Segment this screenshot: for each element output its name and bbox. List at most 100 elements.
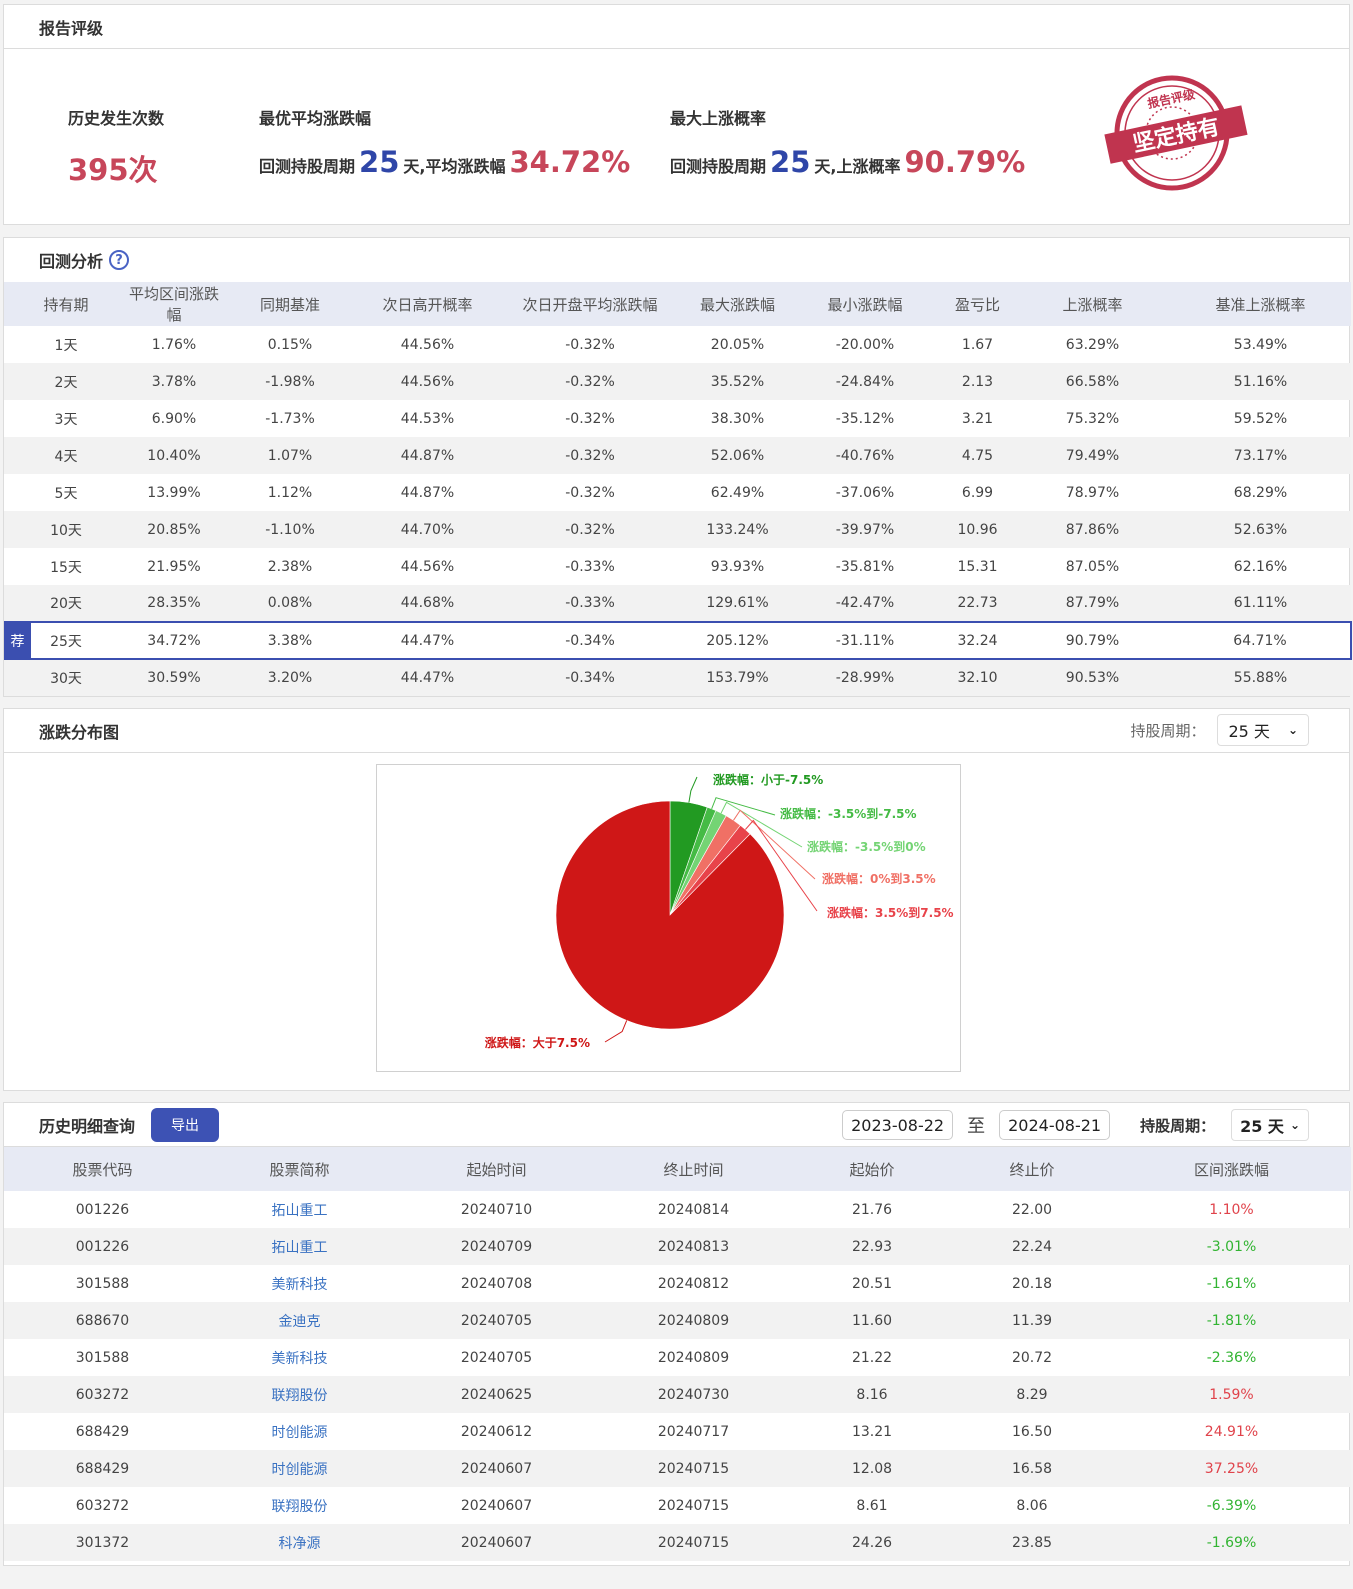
table-cell: 90.53% — [1015, 659, 1170, 696]
backtest-table-wrap: 持有期 平均区间涨跌幅 同期基准 次日高开概率 次日开盘平均涨跌幅 最大涨跌幅 最小涨跌幅盈… — [4, 282, 1352, 696]
table-row: 688429 时创能源 20240612 20240717 13.21 16.50 24.9… — [4, 1413, 1351, 1450]
table-cell: 44.56% — [360, 363, 495, 400]
table-cell: -0.32% — [565, 336, 615, 353]
backtest-title: 回测分析 — [39, 252, 104, 271]
table-cell: 001226 — [4, 1228, 201, 1265]
table-cell: -28.99% — [790, 659, 940, 696]
period-select-value: 25 天 — [1240, 1117, 1284, 1136]
chevron-down-icon: ⌄ — [1289, 1118, 1300, 1132]
table-cell: 10天 — [4, 511, 128, 548]
label-leader-line — [604, 1020, 628, 1043]
table-cell: -0.34% — [495, 621, 685, 660]
table-cell: 20240607 — [398, 1450, 595, 1487]
table-cell: 30天 — [4, 659, 128, 696]
table-cell: 22.24 — [952, 1228, 1112, 1265]
table-cell: 51.16% — [1170, 363, 1351, 400]
table-cell: 20.18 — [1011, 1275, 1053, 1292]
table-cell: 11.39 — [952, 1302, 1112, 1339]
start-date-input[interactable]: 2023-08-22 — [842, 1110, 954, 1140]
table-cell: 3.20% — [220, 659, 360, 696]
pie-label: 涨跌幅：-3.5%到-7.5% — [780, 806, 917, 821]
table-cell: 20240607 — [398, 1524, 595, 1561]
table-row: 301372 科净源 20240607 20240715 24.26 23.85 -1.69… — [4, 1524, 1351, 1561]
stock-name-link[interactable]: 联翔股份 — [201, 1376, 398, 1413]
change-cell: 1.10% — [1209, 1201, 1254, 1218]
history-title: 历史明细查询 — [39, 1116, 136, 1136]
table-cell: 688429 — [4, 1450, 201, 1487]
period-select-value: 25 天 — [1228, 722, 1270, 741]
table-cell: 20240708 — [460, 1275, 533, 1292]
table-cell: 62.16% — [1233, 558, 1288, 575]
column-header: 上涨概率 — [1015, 282, 1170, 326]
table-cell: 16.58 — [952, 1450, 1112, 1487]
table-cell: 44.87% — [400, 484, 455, 501]
change-cell: -2.36% — [1206, 1349, 1257, 1366]
table-cell: 0.08% — [220, 585, 360, 622]
table-cell: 603272 — [75, 1497, 130, 1514]
history-period-select[interactable]: 25 天 ⌄ — [1231, 1109, 1309, 1141]
table-cell: 13.99% — [147, 484, 201, 501]
table-cell: 28.35% — [128, 585, 220, 622]
table-row: 688429 时创能源 20240607 20240715 12.08 16.58 37.2… — [4, 1450, 1351, 1487]
panel-title: 历史明细查询 导出 2023-08-22 至 2024-08-21 持股周期： … — [4, 1103, 1349, 1147]
stock-name-link[interactable]: 拓山重工 — [271, 1202, 328, 1219]
table-cell: 301588 — [75, 1275, 130, 1292]
chevron-down-icon: ⌄ — [1287, 723, 1298, 737]
stock-name-link[interactable]: 美新科技 — [271, 1276, 328, 1293]
stock-name-link[interactable]: 美新科技 — [271, 1350, 328, 1367]
max-up-label: 最大上涨概率 — [670, 109, 767, 128]
table-cell: 8.16 — [792, 1376, 952, 1413]
period-selector-wrap: 持股周期： 25 天 ⌄ — [1130, 714, 1309, 746]
stock-name-link[interactable]: 时创能源 — [201, 1450, 398, 1487]
stock-name-link[interactable]: 联翔股份 — [271, 1498, 328, 1515]
end-date-input[interactable]: 2024-08-21 — [999, 1110, 1111, 1140]
stock-name-link[interactable]: 金迪克 — [201, 1302, 398, 1339]
period-label: 持股周期： — [1130, 721, 1206, 740]
table-cell: 20240730 — [595, 1376, 792, 1413]
table-cell: 20240715 — [595, 1524, 792, 1561]
table-cell: 87.86% — [1015, 511, 1170, 548]
table-cell: 93.93% — [710, 558, 765, 575]
table-header-row: 持有期 平均区间涨跌幅 同期基准 次日高开概率 次日开盘平均涨跌幅 最大涨跌幅 最小涨跌幅盈… — [4, 282, 1351, 326]
stock-name-link[interactable]: 拓山重工 — [201, 1228, 398, 1265]
table-cell: 3.21 — [961, 410, 994, 427]
table-cell: 603272 — [4, 1376, 201, 1413]
table-cell: -0.34% — [495, 659, 685, 696]
table-header-row: 股票代码 股票简称 起始时间 终止时间 起始价 终止价 区间涨跌幅 — [4, 1147, 1351, 1191]
question-circle-icon[interactable]: ? — [109, 250, 130, 270]
table-cell: 44.53% — [400, 410, 455, 427]
table-cell: 44.87% — [360, 437, 495, 474]
table-cell: 2.13 — [940, 363, 1015, 400]
table-cell: 20240709 — [398, 1228, 595, 1265]
table-row: 4天 10.40% 1.07% 44.87% -0.32% 52.06% -40.76% 4.… — [4, 437, 1351, 474]
table-row: 001226 拓山重工 20240709 20240813 22.93 22.24 -3.0… — [4, 1228, 1351, 1265]
table-cell: 1.07% — [220, 437, 360, 474]
panel-title: 涨跌分布图 持股周期： 25 天 ⌄ — [4, 709, 1349, 753]
table-cell: 44.70% — [360, 511, 495, 548]
report-rating-panel: 报告评级 历史发生次数 395次 最优平均涨跌幅 回测持股周期 25 天,平均涨… — [3, 4, 1350, 225]
recommend-badge: 荐 — [4, 622, 31, 659]
table-cell: 64.71% — [1170, 621, 1352, 660]
table-cell: 10.40% — [128, 437, 220, 474]
table-cell: 35.52% — [685, 363, 790, 400]
table-cell: 44.68% — [360, 585, 495, 622]
table-cell: 13.21 — [851, 1423, 893, 1440]
table-cell: 8.29 — [952, 1376, 1112, 1413]
change-cell: 37.25% — [1112, 1450, 1351, 1487]
column-header: 盈亏比 — [940, 282, 1015, 326]
table-cell: 205.12% — [685, 621, 790, 660]
stock-name-link[interactable]: 时创能源 — [271, 1424, 328, 1441]
table-cell: 22.00 — [1011, 1201, 1053, 1218]
period-select[interactable]: 25 天 ⌄ — [1217, 714, 1309, 746]
change-cell: -1.81% — [1112, 1302, 1351, 1339]
to-label: 至 — [967, 1116, 986, 1137]
best-avg-days: 25 — [359, 145, 400, 179]
table-cell: 1天 — [54, 337, 78, 354]
table-cell: 6.99 — [961, 484, 994, 501]
table-cell: 20240715 — [657, 1497, 730, 1514]
column-header: 基准上涨概率 — [1170, 282, 1351, 326]
export-button[interactable]: 导出 — [151, 1107, 220, 1142]
label-leader-line — [688, 776, 698, 803]
stock-name-link[interactable]: 科净源 — [201, 1524, 398, 1561]
pie-slice[interactable] — [555, 800, 785, 1030]
